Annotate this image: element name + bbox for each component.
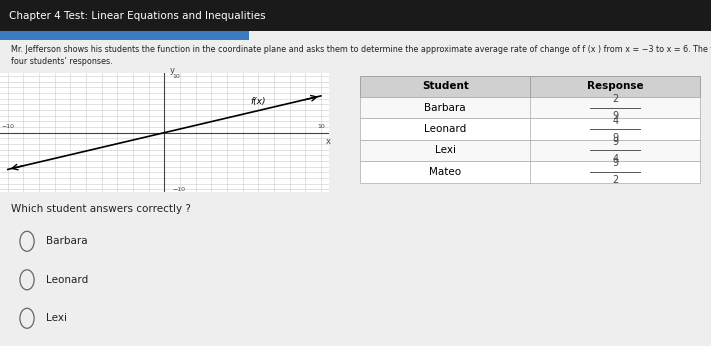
Text: Leonard: Leonard: [424, 124, 466, 134]
Text: −10: −10: [172, 187, 185, 192]
FancyBboxPatch shape: [360, 118, 700, 140]
Text: Mateo: Mateo: [429, 167, 461, 177]
FancyBboxPatch shape: [360, 140, 700, 161]
Text: −10: −10: [1, 124, 14, 129]
Text: 9: 9: [612, 111, 619, 121]
FancyBboxPatch shape: [0, 31, 249, 40]
Text: 4: 4: [612, 116, 619, 126]
Text: 9: 9: [612, 133, 619, 143]
Text: 10: 10: [317, 124, 325, 129]
Text: x: x: [326, 137, 331, 146]
Text: Mr. Jefferson shows his students the function in the coordinate plane and asks t: Mr. Jefferson shows his students the fun…: [11, 45, 711, 66]
FancyBboxPatch shape: [360, 161, 700, 183]
Text: Lexi: Lexi: [434, 145, 456, 155]
Text: Response: Response: [587, 81, 643, 91]
Text: y: y: [170, 66, 175, 75]
Text: 4: 4: [612, 154, 619, 164]
Text: Barbara: Barbara: [46, 236, 88, 246]
Text: 10: 10: [172, 74, 180, 79]
Text: Barbara: Barbara: [424, 103, 466, 113]
Text: 9: 9: [612, 158, 619, 168]
Text: 2: 2: [612, 94, 619, 104]
Text: 2: 2: [612, 175, 619, 185]
Text: Leonard: Leonard: [46, 275, 88, 285]
FancyBboxPatch shape: [360, 76, 700, 97]
Text: Chapter 4 Test: Linear Equations and Inequalities: Chapter 4 Test: Linear Equations and Ine…: [9, 11, 265, 20]
Text: 9: 9: [612, 137, 619, 147]
Text: Lexi: Lexi: [46, 313, 68, 323]
Text: Which student answers correctly ?: Which student answers correctly ?: [11, 204, 191, 215]
FancyBboxPatch shape: [360, 97, 700, 118]
Text: f(x): f(x): [250, 97, 266, 106]
Text: Student: Student: [422, 81, 469, 91]
